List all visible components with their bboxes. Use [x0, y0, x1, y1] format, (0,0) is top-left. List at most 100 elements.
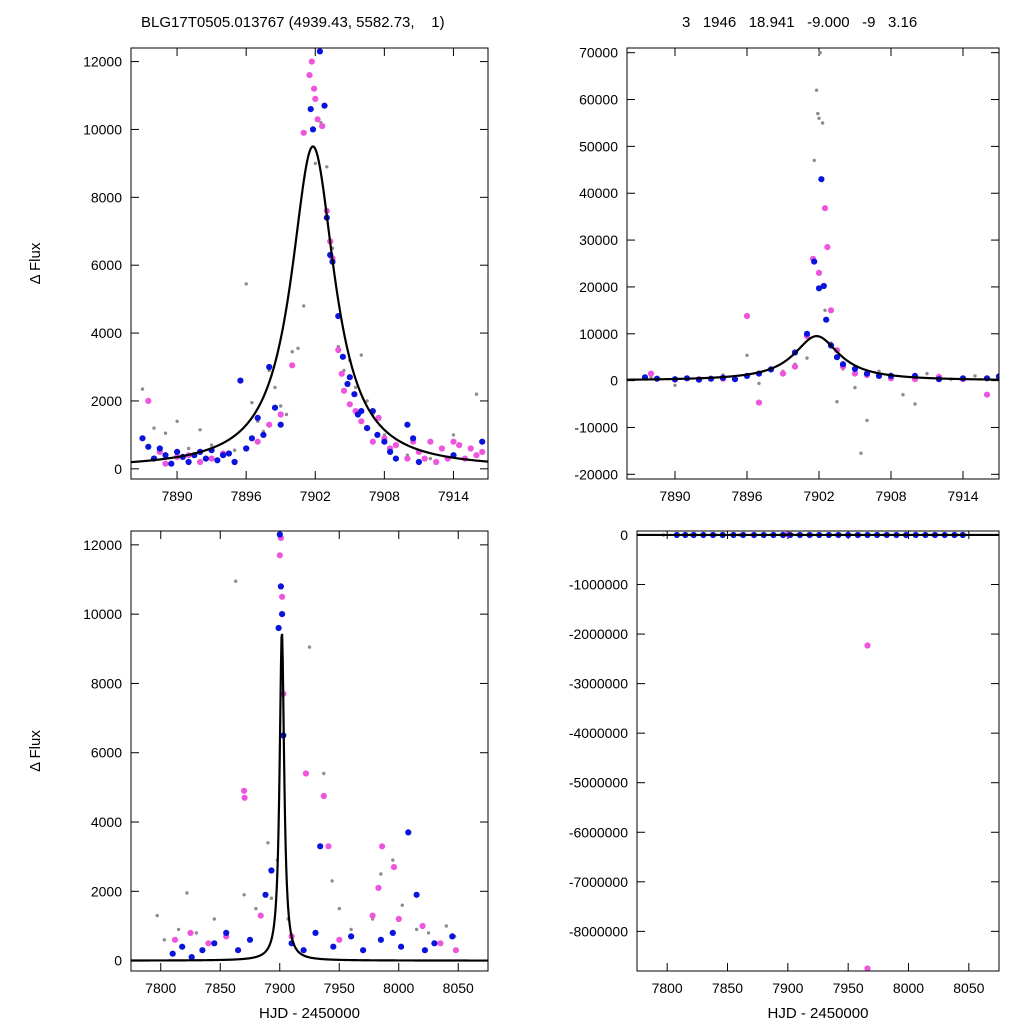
data-point-magenta: [258, 913, 264, 919]
data-point-magenta: [312, 96, 318, 102]
y-tick-label: 0: [610, 373, 618, 389]
x-axis-label: HJD - 2450000: [768, 1005, 869, 1022]
data-point-magenta: [335, 347, 341, 353]
data-point-gray: [177, 928, 180, 931]
data-point-gray: [285, 413, 288, 416]
data-point-magenta: [187, 930, 193, 936]
x-tick-label: 7908: [369, 488, 400, 504]
plot-frame: [131, 531, 488, 971]
data-point-magenta: [375, 885, 381, 891]
data-point-blue: [818, 176, 824, 182]
y-tick-label: 0: [620, 527, 628, 543]
data-point-gray: [673, 384, 676, 387]
data-point-blue: [145, 444, 151, 450]
data-point-blue: [220, 452, 226, 458]
x-tick-label: 7908: [875, 488, 906, 504]
y-tick-label: -20000: [574, 466, 618, 482]
data-point-gray: [245, 282, 248, 285]
y-tick-label: 6000: [91, 745, 122, 761]
data-point-blue: [416, 459, 422, 465]
data-point-blue: [186, 459, 192, 465]
data-point-gray: [156, 914, 159, 917]
data-point-blue: [277, 531, 283, 537]
plot-area: [131, 531, 488, 960]
data-point-gray: [379, 872, 382, 875]
plot-area: [131, 48, 488, 467]
data-point-gray: [865, 419, 868, 422]
fit-parameters-header: 3 1946 18.941 -9.000 -9 3.16: [682, 14, 917, 31]
data-point-blue: [344, 381, 350, 387]
data-point-blue: [279, 611, 285, 617]
data-point-gray: [745, 354, 748, 357]
y-tick-label: 10000: [83, 121, 122, 137]
data-point-blue: [404, 422, 410, 428]
data-point-blue: [449, 933, 455, 939]
data-point-gray: [415, 928, 418, 931]
data-point-gray: [816, 112, 819, 115]
y-tick-label: 6000: [91, 257, 122, 273]
data-point-gray: [973, 374, 976, 377]
y-tick-label: 0: [114, 953, 122, 969]
data-point-blue: [374, 432, 380, 438]
data-point-magenta: [396, 916, 402, 922]
data-point-gray: [187, 447, 190, 450]
data-point-magenta: [306, 72, 312, 78]
event-header: BLG17T0505.013767 (4939.43, 5582.73, 1): [141, 14, 445, 31]
x-tick-label: 7890: [659, 488, 690, 504]
data-point-magenta: [266, 422, 272, 428]
data-point-magenta: [422, 456, 428, 462]
data-point-magenta: [209, 456, 215, 462]
data-point-blue: [278, 583, 284, 589]
data-point-gray: [391, 858, 394, 861]
x-tick-label: 7902: [803, 488, 834, 504]
y-tick-label: 4000: [91, 814, 122, 830]
data-point-gray: [325, 165, 328, 168]
data-point-blue: [139, 435, 145, 441]
data-point-magenta: [278, 411, 284, 417]
x-tick-label: 7890: [161, 488, 192, 504]
data-point-blue: [308, 106, 314, 112]
data-point-blue: [276, 625, 282, 631]
data-point-blue: [358, 408, 364, 414]
data-point-gray: [242, 893, 245, 896]
y-tick-label: -1000000: [569, 577, 628, 593]
data-point-blue: [260, 432, 266, 438]
data-point-blue: [390, 930, 396, 936]
data-point-magenta: [347, 401, 353, 407]
data-point-blue: [330, 944, 336, 950]
y-tick-label: 60000: [579, 92, 618, 108]
y-tick-label: 20000: [579, 279, 618, 295]
data-point-blue: [268, 867, 274, 873]
data-point-gray: [360, 353, 363, 356]
data-point-blue: [310, 126, 316, 132]
data-point-gray: [175, 420, 178, 423]
data-point-gray: [757, 382, 760, 385]
y-tick-label: 0: [114, 461, 122, 477]
data-point-magenta: [379, 843, 385, 849]
data-point-magenta: [172, 937, 178, 943]
data-point-gray: [185, 891, 188, 894]
data-point-blue: [387, 449, 393, 455]
y-tick-label: 40000: [579, 185, 618, 201]
data-point-blue: [247, 937, 253, 943]
x-tick-label: 8000: [383, 980, 414, 996]
data-point-magenta: [816, 270, 822, 276]
data-point-magenta: [393, 442, 399, 448]
data-point-blue: [266, 364, 272, 370]
y-tick-label: -6000000: [569, 824, 628, 840]
x-tick-label: 7950: [324, 980, 355, 996]
data-point-blue: [237, 378, 243, 384]
data-point-blue: [347, 374, 353, 380]
data-point-gray: [279, 404, 282, 407]
data-point-magenta: [197, 459, 203, 465]
data-point-blue: [223, 930, 229, 936]
data-point-gray: [210, 443, 213, 446]
data-point-magenta: [358, 418, 364, 424]
data-point-blue: [312, 930, 318, 936]
x-tick-label: 7850: [205, 980, 236, 996]
plot-area: [637, 531, 999, 971]
data-point-gray: [141, 387, 144, 390]
y-tick-label: 8000: [91, 675, 122, 691]
